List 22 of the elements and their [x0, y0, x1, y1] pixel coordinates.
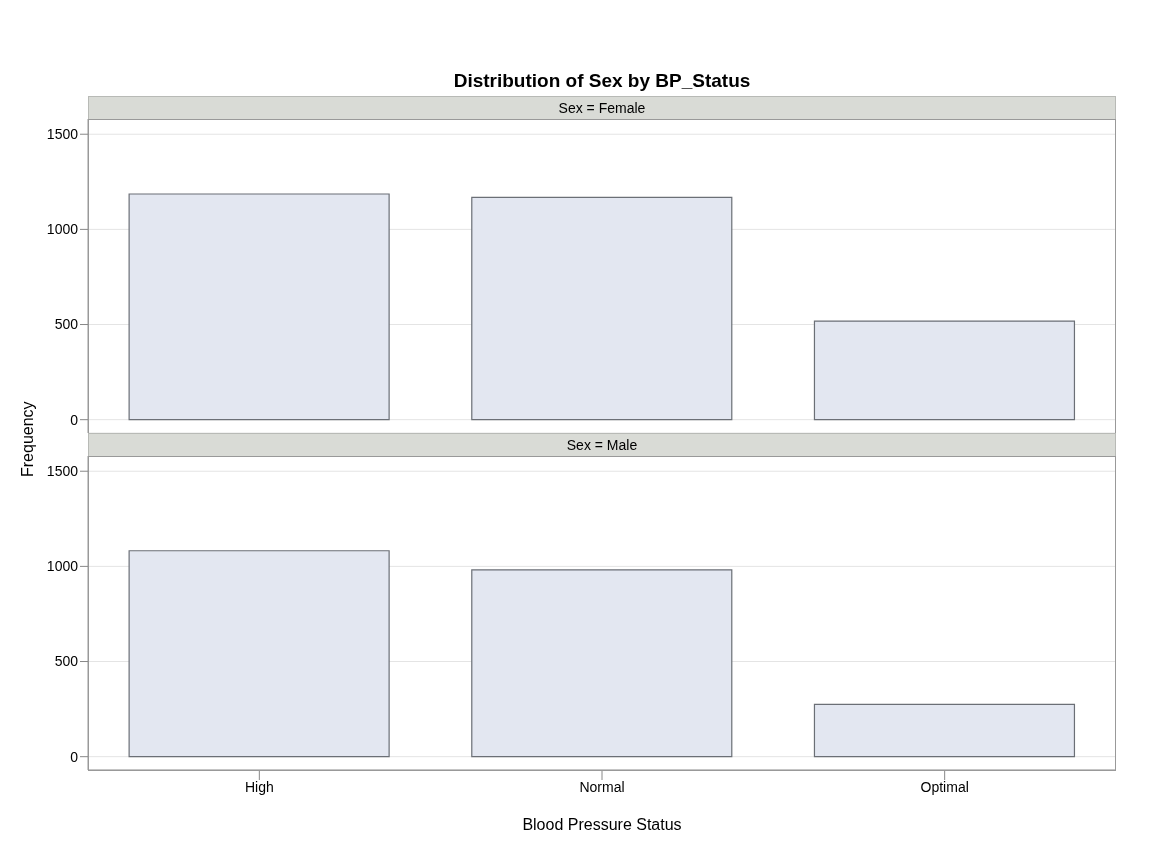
chart-subtitle: Sex = Female	[88, 96, 1116, 119]
bar	[128, 550, 390, 758]
bar	[128, 193, 390, 421]
x-tick-label: High	[244, 778, 274, 795]
y-tick-label: 500	[54, 653, 79, 670]
x-axis-title: Blood Pressure Status	[522, 816, 682, 833]
chart-title: Distribution of Sex by BP_Status	[452, 69, 752, 93]
y-tick-label: 1500	[46, 463, 79, 480]
x-tick-label: Normal	[579, 778, 625, 795]
bar	[471, 569, 733, 758]
y-tick-label: 0	[70, 411, 79, 428]
x-tick-label: Optimal	[920, 778, 969, 795]
y-tick-label: 1500	[46, 126, 79, 143]
y-tick-label: 1000	[46, 558, 79, 575]
bar	[813, 320, 1076, 421]
y-tick-label: 500	[54, 316, 79, 333]
bar	[471, 196, 733, 421]
y-axis-title: Frequency	[19, 401, 37, 477]
y-tick-label: 0	[70, 748, 79, 765]
bar	[813, 703, 1076, 758]
chart-subtitle: Sex = Male	[88, 433, 1116, 456]
y-tick-label: 1000	[46, 221, 79, 238]
